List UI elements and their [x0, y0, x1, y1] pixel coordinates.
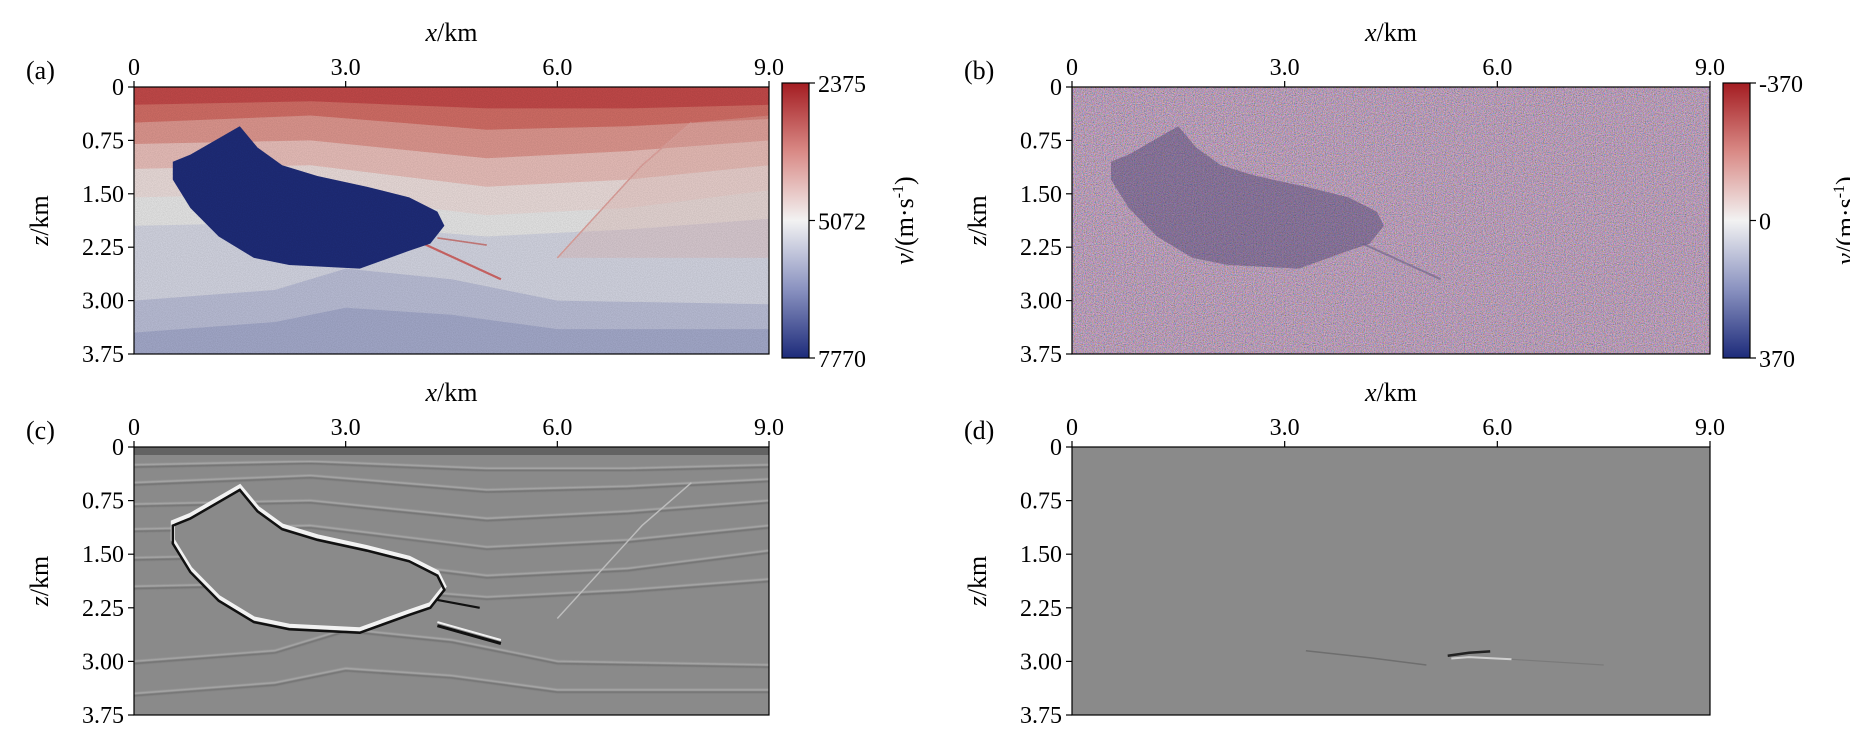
- x-axis-title: x/km: [425, 18, 478, 47]
- colorbar-tick-label: -370: [1759, 72, 1803, 98]
- fault-reflector: [556, 482, 692, 620]
- plot-frame: [1071, 446, 1711, 716]
- colorbar: [1722, 82, 1751, 359]
- texture-overlay: [134, 87, 769, 354]
- velocity-layer: [134, 80, 769, 87]
- x-tick-label: 9.0: [1695, 415, 1725, 441]
- panel-c: 0 3.0 6.0 9.0 0 0.75 1.50 2.25 3.00 3.75 x/km z/km (…: [25, 378, 784, 729]
- x-tick-label: 3.0: [331, 415, 361, 441]
- panel-tag: (a): [26, 56, 55, 85]
- sheet-reflector: [436, 624, 502, 645]
- y-tick-label: 3.75: [1020, 703, 1062, 729]
- plot-frame: [1071, 86, 1711, 355]
- x-tick-label: 6.0: [542, 55, 572, 81]
- x-tick-label: 9.0: [754, 55, 784, 81]
- x-tick-label: 6.0: [542, 415, 572, 441]
- plot-frame: [133, 86, 770, 355]
- y-axis-title: z/km: [25, 195, 54, 247]
- y-tick-label: 0: [1050, 75, 1062, 101]
- sheet-reflector: [437, 598, 480, 609]
- y-tick-label: 2.25: [82, 596, 124, 622]
- reflector: [134, 670, 769, 697]
- thin-layer-shadow: [1362, 242, 1442, 281]
- sheet-reflector: [437, 621, 502, 641]
- salt-top-reflector: [170, 483, 447, 632]
- x-tick-label: 3.0: [1270, 55, 1300, 81]
- colorbar: [781, 82, 810, 359]
- x-tick-label: 9.0: [1695, 55, 1725, 81]
- velocity-image: [134, 80, 769, 354]
- y-tick-label: 1.50: [82, 542, 124, 568]
- x-tick-label: 0: [128, 415, 140, 441]
- y-axis-title: z/km: [963, 195, 992, 247]
- colorbar-tick-label: 7770: [818, 347, 866, 373]
- reflector: [134, 628, 769, 666]
- y-tick-label: 0.75: [1020, 489, 1062, 515]
- y-tick-label: 0: [1050, 435, 1062, 461]
- reflector: [134, 630, 769, 668]
- y-tick-label: 0.75: [1020, 128, 1062, 154]
- y-tick-label: 0.75: [82, 128, 124, 154]
- colorbar-tick-label: 2375: [818, 72, 866, 98]
- reflector: [134, 667, 769, 695]
- x-tick-label: 0: [1066, 55, 1078, 81]
- y-tick-label: 0: [112, 435, 124, 461]
- reflector: [134, 462, 769, 472]
- residual-event: [1451, 656, 1512, 661]
- y-tick-label: 1.50: [1020, 542, 1062, 568]
- reflector: [134, 477, 769, 493]
- y-tick-label: 3.75: [82, 342, 124, 368]
- x-tick-label: 6.0: [1482, 415, 1512, 441]
- x-axis-title: x/km: [1364, 378, 1417, 407]
- noise-image: [1072, 87, 1710, 354]
- y-axis-title: z/km: [963, 556, 992, 608]
- panel-tag: (b): [964, 56, 994, 85]
- near-surface-band: [134, 447, 769, 455]
- x-axis-title: x/km: [1364, 18, 1417, 47]
- colorbar-tick-label: 5072: [818, 210, 866, 236]
- reflector: [134, 460, 769, 470]
- salt-shadow: [1111, 126, 1384, 269]
- noise-texture: [1072, 87, 1710, 354]
- x-tick-label: 3.0: [331, 55, 361, 81]
- y-tick-label: 2.25: [82, 235, 124, 261]
- x-tick-label: 9.0: [754, 415, 784, 441]
- residual-event: [1511, 658, 1604, 666]
- residual-image: [1072, 447, 1710, 715]
- y-tick-label: 2.25: [1020, 596, 1062, 622]
- y-tick-label: 0: [112, 75, 124, 101]
- y-tick-label: 3.00: [82, 289, 124, 315]
- y-tick-label: 3.75: [1020, 342, 1062, 368]
- y-axis-title: z/km: [25, 556, 54, 608]
- x-axis-title: x/km: [425, 378, 478, 407]
- panel-a: 0 3.0 6.0 9.0 0 0.75 1.50 2.25 3.00 3.75 x/km z/km (…: [25, 18, 919, 373]
- x-tick-label: 6.0: [1482, 55, 1512, 81]
- y-tick-label: 1.50: [82, 182, 124, 208]
- x-tick-label: 0: [1066, 415, 1078, 441]
- y-tick-label: 2.25: [1020, 235, 1062, 261]
- panel-d: 0 3.0 6.0 9.0 0 0.75 1.50 2.25 3.00 3.75 x/km z/km (…: [963, 378, 1725, 729]
- reflector: [134, 474, 769, 491]
- x-tick-label: 0: [128, 55, 140, 81]
- y-tick-label: 3.75: [82, 703, 124, 729]
- x-tick-label: 3.0: [1270, 415, 1300, 441]
- salt-base-reflector: [171, 488, 446, 635]
- y-tick-label: 3.00: [1020, 289, 1062, 315]
- residual-event: [1305, 649, 1427, 666]
- panel-tag: (c): [26, 416, 55, 445]
- plot-frame: [133, 446, 770, 716]
- y-tick-label: 1.50: [1020, 182, 1062, 208]
- y-tick-label: 3.00: [1020, 649, 1062, 675]
- colorbar-tick-label: 370: [1759, 347, 1795, 373]
- seismic-image: [134, 447, 769, 715]
- colorbar-label: v/(m·s-1): [890, 176, 919, 264]
- panel-b: 0 3.0 6.0 9.0 0 0.75 1.50 2.25 3.00 3.75 x/km z/km (…: [963, 18, 1850, 373]
- panel-tag: (d): [964, 416, 994, 445]
- y-tick-label: 3.00: [82, 649, 124, 675]
- y-tick-label: 0.75: [82, 489, 124, 515]
- colorbar-label: v/(m·s-1): [1831, 176, 1850, 264]
- colorbar-tick-label: 0: [1759, 210, 1771, 236]
- residual-event: [1447, 650, 1491, 657]
